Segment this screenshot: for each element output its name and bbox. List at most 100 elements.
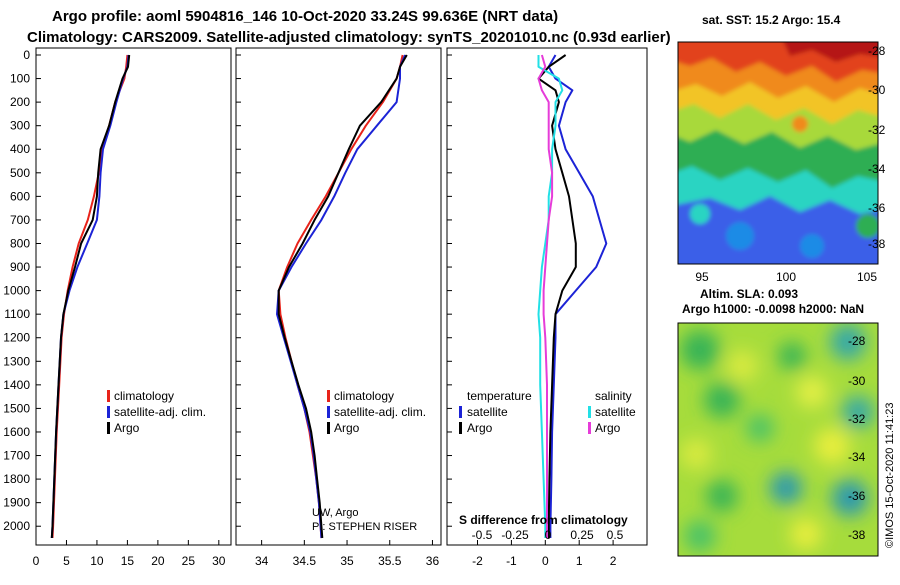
depth-tick-label: 900 — [10, 260, 30, 274]
temperature-line-argo — [50, 54, 131, 539]
depth-tick-label: 1400 — [3, 378, 30, 392]
difference-legend-salinity: salinity satellite Argo — [588, 389, 636, 435]
depth-tick-label: 400 — [10, 142, 30, 156]
sla-lat-tick: -36 — [848, 489, 866, 503]
legend-label-satellite: satellite-adj. clim. — [334, 405, 426, 419]
sla-lat-tick: -38 — [848, 528, 866, 542]
difference-x-tick-label: -1 — [506, 554, 517, 568]
figure-title-line2: Climatology: CARS2009. Satellite-adjuste… — [27, 29, 671, 46]
depth-tick-label: 200 — [10, 95, 30, 109]
depth-tick-label: 1600 — [3, 425, 30, 439]
legend-swatch-argo — [107, 422, 110, 434]
depth-tick-label: 0 — [23, 48, 30, 62]
temperature-line-satellite-adj-clim — [50, 54, 130, 539]
sst-map — [678, 42, 878, 264]
legend-swatch-satellite-temperature — [459, 406, 462, 418]
sla-lat-tick: -28 — [848, 334, 866, 348]
temperature-legend: climatology satellite-adj. clim. Argo — [107, 389, 206, 435]
depth-tick-label: 1900 — [3, 496, 30, 510]
sla-map-frame — [677, 322, 879, 557]
legend-label-climatology: climatology — [114, 389, 174, 403]
legend-label-satellite-temperature: satellite — [467, 405, 508, 419]
salinity-x-tick-label: 34.5 — [293, 554, 317, 568]
salinity-line-satellite-adj-clim — [276, 54, 407, 539]
legend-swatch-satellite — [107, 406, 110, 418]
legend-label-argo-salinity: Argo — [595, 421, 621, 435]
legend-swatch-argo — [327, 422, 330, 434]
difference-legend-temperature: temperature satellite Argo — [459, 389, 532, 435]
sst-lat-tick: -36 — [868, 201, 886, 215]
temperature-x-tick-label: 25 — [182, 554, 196, 568]
s-difference-axis-label: S difference from climatology — [459, 513, 628, 527]
sst-lat-labels: -28 -30 -32 -34 -36 -38 — [868, 44, 886, 251]
sst-lat-tick: -28 — [868, 44, 886, 58]
depth-tick-label: 600 — [10, 189, 30, 203]
legend-swatch-argo-temperature — [459, 422, 462, 434]
salinity-x-tick-label: 35.5 — [378, 554, 402, 568]
temperature-line-climatology — [51, 54, 129, 539]
depth-tick-label: 300 — [10, 119, 30, 133]
salinity-x-tick-label: 35 — [340, 554, 354, 568]
temperature-x-tick-label: 30 — [212, 554, 226, 568]
legend-label-argo-temperature: Argo — [467, 421, 493, 435]
s-tick-label: 0.5 — [607, 528, 624, 542]
salinity-x-tick-label: 36 — [426, 554, 440, 568]
sla-lat-tick: -34 — [848, 450, 866, 464]
depth-tick-label: 1100 — [4, 307, 30, 321]
s-tick-label: -0.25 — [501, 528, 529, 542]
s-tick-label: 0.25 — [570, 528, 594, 542]
s-tick-label: 0 — [545, 528, 552, 542]
salinity-line-climatology — [277, 54, 404, 539]
salinity-annotation-pi: PI: STEPHEN RISER — [312, 521, 417, 533]
sst-map-frame — [677, 41, 879, 265]
s-tick-label: -0.5 — [472, 528, 493, 542]
difference-panel — [446, 47, 648, 546]
legend-label-argo: Argo — [114, 421, 140, 435]
difference-x-tick-label: 2 — [610, 554, 617, 568]
difference-line-temperature-satellite — [547, 54, 608, 538]
legend-swatch-climatology — [107, 390, 110, 402]
depth-tick-label: 1700 — [3, 449, 30, 463]
legend-swatch-climatology — [327, 390, 330, 402]
depth-tick-label: 2000 — [3, 519, 30, 533]
depth-tick-label: 500 — [10, 166, 30, 180]
sla-lat-labels: -28 -30 -32 -34 -36 -38 — [848, 334, 866, 542]
sla-map-title-1: Altim. SLA: 0.093 — [700, 287, 798, 301]
sst-lat-tick: -32 — [868, 123, 886, 137]
sst-lat-tick: -34 — [868, 162, 886, 176]
temperature-panel — [35, 47, 232, 546]
salinity-legend: climatology satellite-adj. clim. Argo — [327, 389, 426, 435]
temperature-x-tick-label: 10 — [90, 554, 104, 568]
sst-lon-tick: 100 — [776, 270, 796, 284]
sla-lat-tick: -32 — [848, 412, 866, 426]
difference-x-tick-label: 0 — [542, 554, 549, 568]
depth-tick-label: 1200 — [3, 331, 30, 345]
legend-label-climatology: climatology — [334, 389, 394, 403]
depth-tick-label: 1800 — [3, 472, 30, 486]
figure-title-line1: Argo profile: aoml 5904816_146 10-Oct-20… — [52, 8, 558, 25]
sla-map-title-2: Argo h1000: -0.0098 h2000: NaN — [682, 302, 864, 316]
depth-tick-label: 800 — [10, 236, 30, 250]
sst-lon-labels: 95 100 105 — [695, 270, 877, 284]
difference-x-tick-label: -2 — [472, 554, 483, 568]
sla-map — [678, 323, 878, 556]
sst-lat-tick: -30 — [868, 83, 886, 97]
legend-title-salinity: salinity — [595, 389, 632, 403]
depth-tick-label: 700 — [10, 213, 30, 227]
legend-swatch-satellite-salinity — [588, 406, 591, 418]
legend-title-temperature: temperature — [467, 389, 532, 403]
sst-map-title: sat. SST: 15.2 Argo: 15.4 — [702, 13, 841, 27]
legend-label-argo: Argo — [334, 421, 360, 435]
sst-lon-tick: 105 — [857, 270, 877, 284]
difference-x-tick-label: 1 — [576, 554, 583, 568]
difference-line-temperature-argo — [537, 54, 577, 538]
depth-tick-label: 100 — [10, 72, 30, 86]
temperature-x-tick-label: 20 — [151, 554, 165, 568]
depth-tick-label: 1000 — [3, 284, 30, 298]
salinity-annotation-uw: UW, Argo — [312, 507, 358, 519]
salinity-panel — [235, 47, 442, 546]
temperature-x-tick-label: 0 — [33, 554, 40, 568]
legend-swatch-argo-salinity — [588, 422, 591, 434]
s-difference-ticks: -0.5 -0.25 0 0.25 0.5 — [472, 528, 624, 542]
